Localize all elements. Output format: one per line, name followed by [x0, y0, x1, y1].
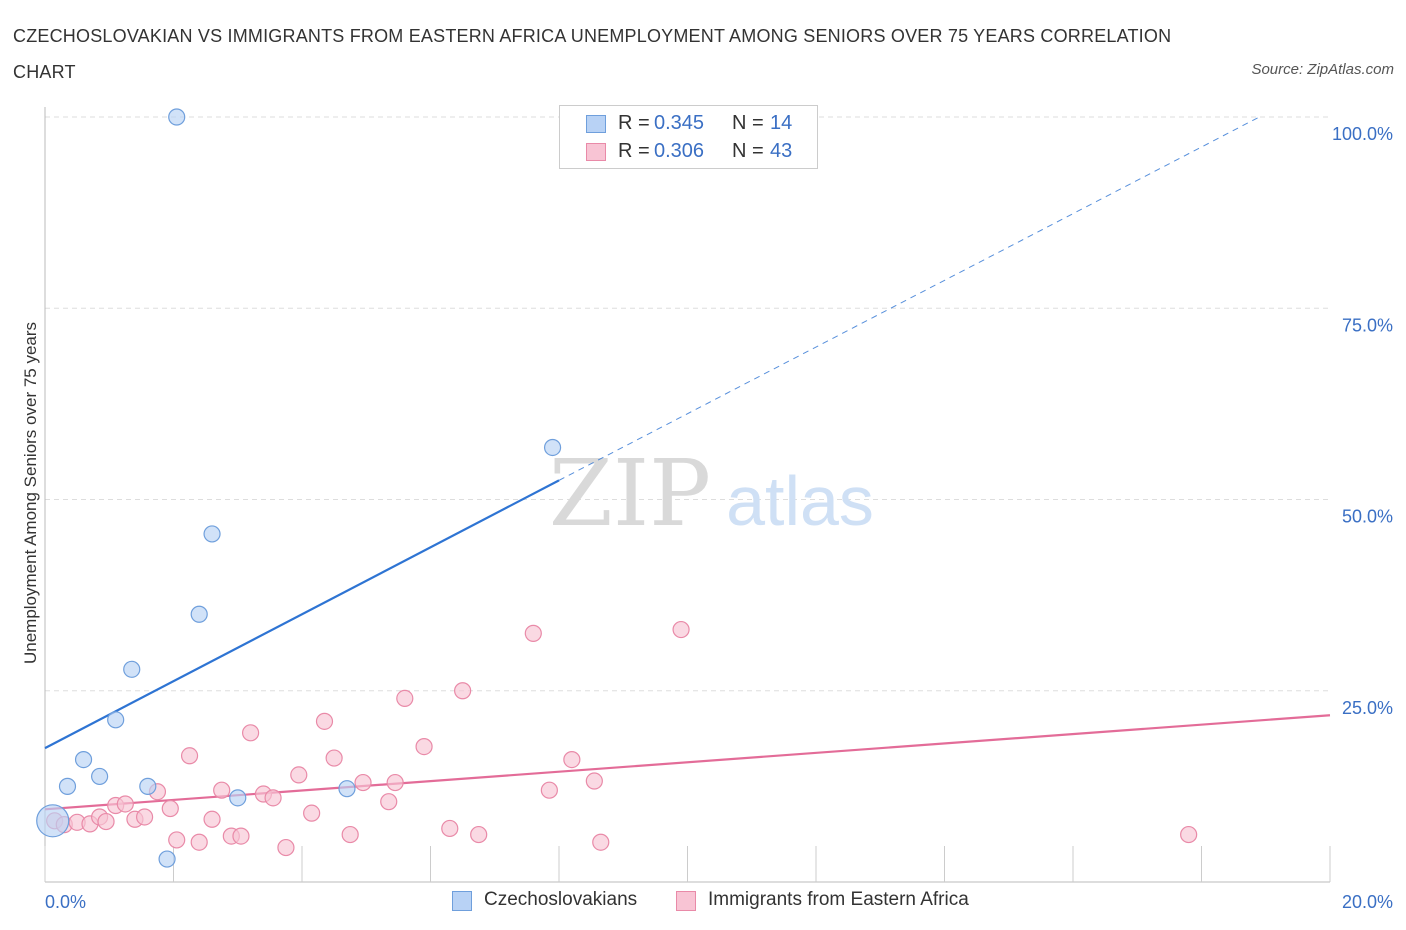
data-point-czechoslovakians: [203, 525, 221, 543]
x-tick-label: 20.0%: [1342, 892, 1393, 912]
data-point-eastern-africa: [232, 827, 250, 845]
legend-r-label: R =: [618, 140, 650, 162]
data-point-eastern-africa: [380, 793, 398, 811]
data-point-eastern-africa: [470, 825, 488, 844]
data-point-eastern-africa: [441, 819, 459, 838]
data-point-eastern-africa: [213, 781, 231, 799]
data-point-eastern-africa: [524, 624, 542, 642]
data-point-eastern-africa: [341, 825, 359, 844]
trend-line-czechoslovakians-extension: [558, 116, 1260, 481]
series-swatch-pink: [676, 891, 696, 911]
y-tick-label: 25.0%: [1342, 698, 1393, 718]
data-point-czechoslovakians: [91, 767, 109, 786]
data-point-eastern-africa: [303, 804, 321, 822]
y-axis-label: Unemployment Among Seniors over 75 years: [21, 322, 40, 664]
x-tick-label: 0.0%: [45, 892, 86, 912]
data-point-eastern-africa: [563, 750, 581, 769]
data-point-eastern-africa: [1180, 825, 1198, 844]
series-name: Immigrants from Eastern Africa: [708, 889, 969, 910]
data-point-eastern-africa: [242, 724, 260, 742]
data-point-czechoslovakians: [338, 780, 356, 798]
watermark-atlas: atlas: [726, 462, 874, 540]
data-point-eastern-africa: [97, 812, 115, 831]
axes: [44, 107, 1331, 883]
data-point-czechoslovakians: [123, 660, 141, 678]
data-point-czechoslovakians: [107, 711, 125, 729]
legend-n-label: N =: [732, 112, 764, 134]
data-point-czechoslovakians: [74, 750, 93, 769]
data-point-czechoslovakians: [36, 804, 70, 838]
chart-title: CZECHOSLOVAKIAN VS IMMIGRANTS FROM EASTE…: [13, 26, 1172, 82]
y-tick-label: 75.0%: [1342, 315, 1393, 335]
data-point-eastern-africa: [264, 789, 282, 807]
data-point-czechoslovakians: [139, 777, 157, 795]
data-point-czechoslovakians: [58, 777, 77, 795]
data-point-czechoslovakians: [229, 789, 247, 807]
data-point-eastern-africa: [672, 620, 690, 639]
data-point-czechoslovakians: [168, 108, 186, 126]
data-point-eastern-africa: [277, 838, 295, 857]
zipatlas-watermark: ZIP atlas: [549, 440, 874, 547]
data-point-czechoslovakians: [158, 850, 176, 868]
data-point-eastern-africa: [454, 682, 472, 700]
correlation-legend: R = 0.345 N = 14 R = 0.306 N = 43: [559, 105, 818, 169]
grid-lines: [45, 116, 1330, 692]
tick-labels: 25.0% 50.0% 75.0% 100.0% 0.0% 20.0%: [45, 124, 1393, 912]
data-point-eastern-africa: [540, 781, 558, 799]
legend-n-label: N =: [732, 140, 764, 162]
series-swatch-blue: [452, 891, 472, 911]
data-point-eastern-africa: [135, 808, 154, 826]
data-point-eastern-africa: [116, 795, 134, 813]
legend-r-label: R =: [618, 112, 650, 134]
data-point-eastern-africa: [168, 831, 186, 849]
legend-n-value: 43: [770, 140, 793, 162]
legend-r-value: 0.306: [654, 140, 705, 162]
legend-swatch-pink: [586, 143, 606, 161]
data-point-eastern-africa: [203, 810, 221, 828]
data-point-eastern-africa: [415, 737, 433, 756]
y-tick-label: 100.0%: [1332, 124, 1393, 144]
data-point-eastern-africa: [190, 833, 208, 851]
trend-line-czechoslovakians: [44, 479, 560, 750]
data-point-eastern-africa: [592, 833, 610, 851]
series-name: Czechoslovakians: [484, 889, 638, 910]
legend-swatch-blue: [586, 115, 606, 133]
data-point-eastern-africa: [354, 773, 372, 792]
data-point-eastern-africa: [315, 712, 334, 730]
watermark-zip: ZIP: [549, 440, 711, 547]
data-points: [36, 108, 1198, 868]
y-tick-label: 50.0%: [1342, 507, 1393, 527]
data-point-czechoslovakians: [190, 605, 208, 623]
data-point-eastern-africa: [325, 749, 343, 767]
data-point-eastern-africa: [180, 747, 199, 765]
data-point-eastern-africa: [585, 772, 603, 790]
legend-r-value: 0.345: [654, 112, 705, 134]
data-point-eastern-africa: [290, 766, 308, 784]
data-point-czechoslovakians: [543, 438, 562, 457]
data-point-eastern-africa: [161, 799, 179, 818]
data-point-eastern-africa: [386, 773, 404, 792]
source-label: Source: ZipAtlas.com: [1251, 61, 1394, 78]
legend-n-value: 14: [770, 112, 793, 134]
data-point-eastern-africa: [396, 689, 414, 708]
